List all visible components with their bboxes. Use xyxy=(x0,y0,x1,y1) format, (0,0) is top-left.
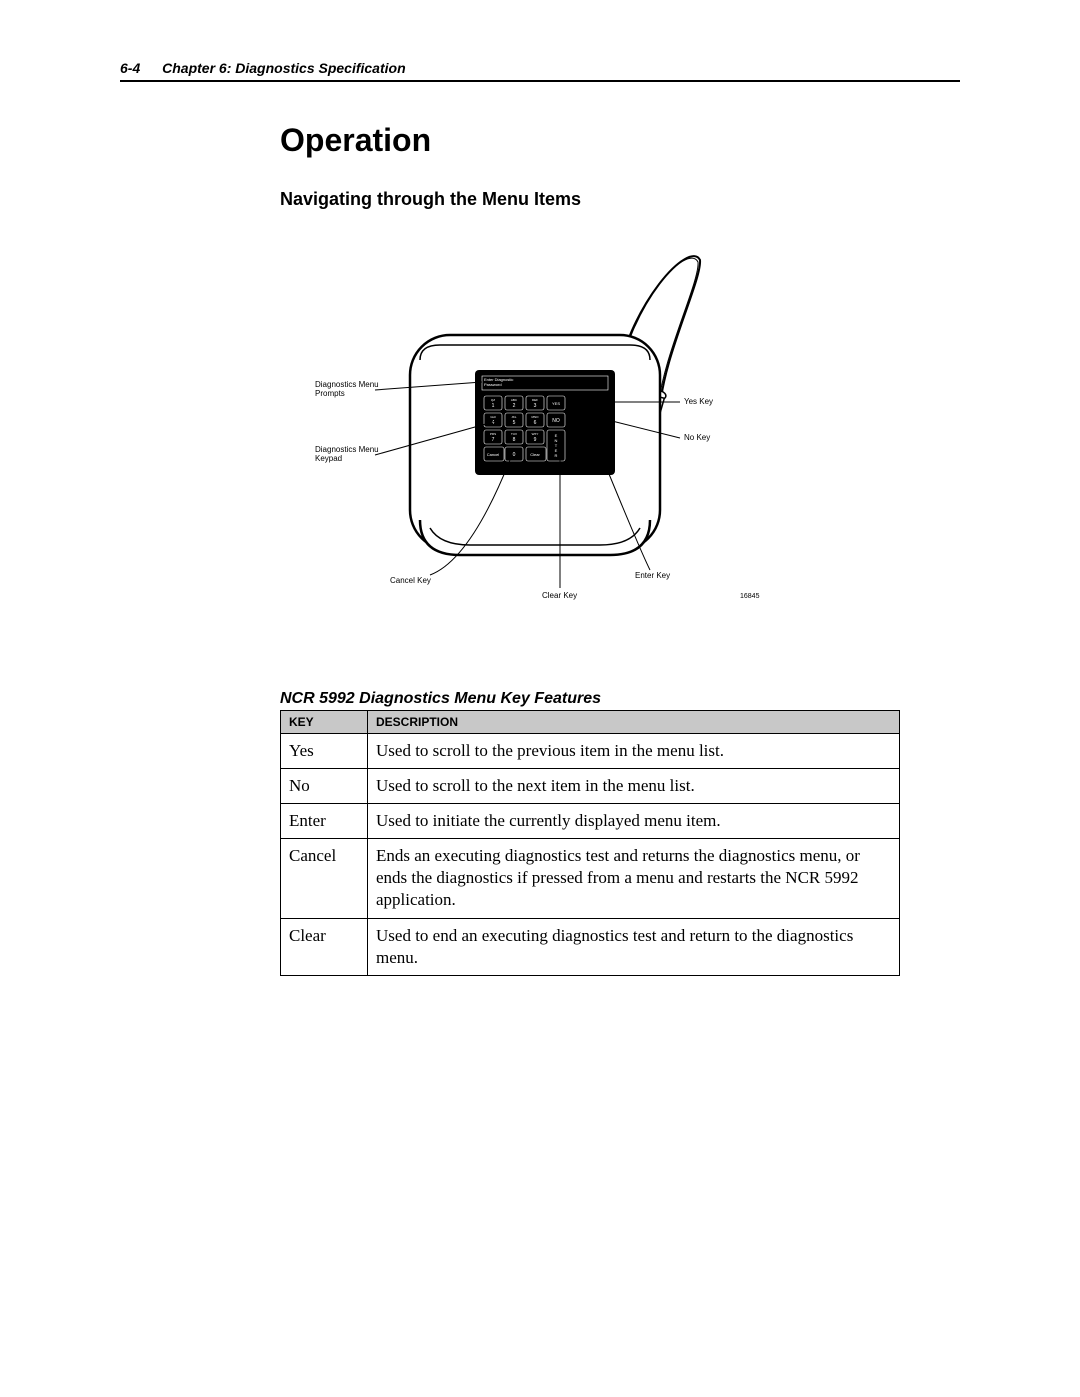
label-enter-key: Enter Key xyxy=(635,571,670,580)
svg-text:TUV: TUV xyxy=(511,432,517,436)
chapter-title: Chapter 6: Diagnostics Specification xyxy=(162,60,406,76)
svg-text:4: 4 xyxy=(492,420,495,426)
svg-text:MNO: MNO xyxy=(532,415,540,419)
description-cell: Ends an executing diagnostics test and r… xyxy=(368,839,900,918)
table-row: CancelEnds an executing diagnostics test… xyxy=(281,839,900,918)
svg-text:DEF: DEF xyxy=(532,398,538,402)
description-cell: Used to initiate the currently displayed… xyxy=(368,804,900,839)
table-row: YesUsed to scroll to the previous item i… xyxy=(281,734,900,769)
table-header-row: Key Description xyxy=(281,711,900,734)
svg-text:5: 5 xyxy=(513,420,516,426)
table-title: NCR 5992 Diagnostics Menu Key Features xyxy=(280,690,960,708)
page-title: Operation xyxy=(280,122,960,159)
description-cell: Used to end an executing diagnostics tes… xyxy=(368,918,900,975)
svg-text:Password: Password xyxy=(484,382,502,387)
svg-text:0: 0 xyxy=(513,452,516,458)
svg-text:2: 2 xyxy=(513,403,516,409)
key-cell: No xyxy=(281,769,368,804)
page-header: 6-4 Chapter 6: Diagnostics Specification xyxy=(120,60,960,82)
svg-text:Cancel: Cancel xyxy=(487,452,500,457)
svg-text:Prompts: Prompts xyxy=(315,389,345,398)
device-diagram: Enter Diagnostic Password QZ1ABC2DEF3YES… xyxy=(260,220,820,660)
section-subtitle: Navigating through the Menu Items xyxy=(280,189,960,210)
label-yes-key: Yes Key xyxy=(684,397,713,406)
page-number: 6-4 xyxy=(120,60,140,76)
svg-text:1: 1 xyxy=(492,403,495,409)
svg-text:Clear: Clear xyxy=(530,452,540,457)
svg-text:GHI: GHI xyxy=(490,415,496,419)
svg-text:WXY: WXY xyxy=(532,432,539,436)
svg-text:8: 8 xyxy=(513,437,516,443)
svg-text:Keypad: Keypad xyxy=(315,454,342,463)
label-cancel-key: Cancel Key xyxy=(390,576,431,585)
label-keypad: Diagnostics Menu xyxy=(315,445,379,454)
svg-text:YES: YES xyxy=(552,401,560,406)
label-prompts: Diagnostics Menu xyxy=(315,380,379,389)
table-row: EnterUsed to initiate the currently disp… xyxy=(281,804,900,839)
description-cell: Used to scroll to the previous item in t… xyxy=(368,734,900,769)
figure-id: 16845 xyxy=(740,593,760,600)
features-table: Key Description YesUsed to scroll to the… xyxy=(280,710,900,976)
key-cell: Clear xyxy=(281,918,368,975)
table-row: ClearUsed to end an executing diagnostic… xyxy=(281,918,900,975)
table-row: NoUsed to scroll to the next item in the… xyxy=(281,769,900,804)
svg-text:9: 9 xyxy=(534,437,537,443)
svg-text:ABC: ABC xyxy=(511,398,518,402)
description-cell: Used to scroll to the next item in the m… xyxy=(368,769,900,804)
col-key: Key xyxy=(281,711,368,734)
svg-text:QZ: QZ xyxy=(491,398,495,402)
svg-text:NO: NO xyxy=(552,418,560,424)
key-cell: Cancel xyxy=(281,839,368,918)
svg-text:7: 7 xyxy=(492,437,495,443)
svg-text:PRS: PRS xyxy=(490,432,496,436)
label-clear-key: Clear Key xyxy=(542,591,577,600)
key-cell: Yes xyxy=(281,734,368,769)
label-no-key: No Key xyxy=(684,433,710,442)
svg-text:JKL: JKL xyxy=(511,415,517,419)
svg-text:R: R xyxy=(555,453,558,458)
svg-text:6: 6 xyxy=(534,420,537,426)
svg-text:3: 3 xyxy=(534,403,537,409)
col-description: Description xyxy=(368,711,900,734)
key-cell: Enter xyxy=(281,804,368,839)
